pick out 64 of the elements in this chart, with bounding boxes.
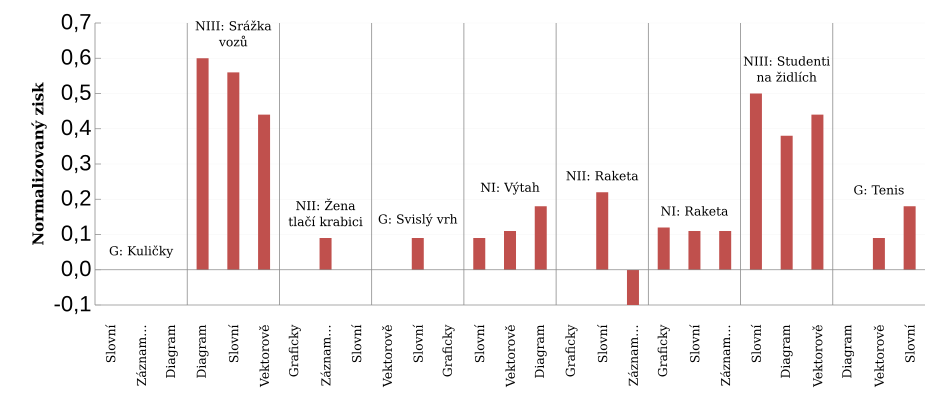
- x-tick-label: Vektorově: [382, 325, 392, 388]
- annotation: NIII: Srážka vozů: [196, 20, 272, 46]
- bar: [780, 136, 793, 270]
- y-axis-title: Normalizovaný zisk: [31, 82, 47, 245]
- x-tick-label: Slovní: [750, 324, 761, 362]
- bar: [811, 114, 824, 270]
- x-tick-label: Vektorově: [874, 325, 884, 388]
- x-tick-label: Záznam…: [720, 326, 730, 386]
- bar: [504, 230, 516, 270]
- y-tick-label: 0,3: [62, 154, 91, 174]
- x-tick-label: Záznam…: [628, 326, 638, 386]
- bar: [719, 230, 732, 270]
- bar: [688, 230, 700, 270]
- x-tick-label: Slovní: [904, 324, 915, 362]
- y-tick-label: 0,6: [62, 49, 91, 68]
- x-tick-label: Diagram: [166, 324, 178, 378]
- bar: [258, 114, 270, 270]
- annotation: NIII: Studenti na židlích: [744, 56, 830, 82]
- x-tick-label: Záznam…: [136, 326, 146, 386]
- annotation: NI: Raketa: [661, 206, 728, 216]
- x-tick-label: Vektorově: [504, 325, 516, 388]
- y-tick-label: 0,0: [62, 260, 91, 279]
- y-tick-label: 0,5: [62, 84, 91, 103]
- x-tick-label: Slovní: [351, 324, 362, 362]
- bar: [227, 72, 240, 270]
- x-tick-label: Slovní: [597, 324, 608, 362]
- x-tick-label: Graficky: [565, 324, 578, 376]
- x-tick-label: Vektorově: [812, 325, 822, 388]
- x-tick-label: Diagram: [534, 324, 547, 378]
- bar: [473, 238, 486, 270]
- annotation: G: Svislý vrh: [378, 214, 458, 226]
- x-tick-label: Graficky: [658, 324, 670, 376]
- bar: [872, 238, 885, 270]
- bar: [904, 206, 916, 270]
- bar: [658, 227, 670, 270]
- y-tick-label: 0,1: [62, 225, 90, 244]
- x-tick-label: Diagram: [196, 324, 209, 378]
- bar: [596, 192, 608, 270]
- x-tick-label: Vektorově: [259, 325, 270, 388]
- y-tick-label: 0,7: [62, 14, 90, 32]
- bar: [534, 206, 547, 270]
- bar: [412, 238, 424, 270]
- annotation: NII: Raketa: [566, 170, 638, 180]
- annotation: G: Kuličky: [110, 245, 174, 258]
- x-tick-label: Slovní: [689, 324, 700, 362]
- x-tick-label: Slovní: [474, 324, 484, 362]
- y-tick-label: -0,1: [54, 296, 90, 314]
- x-tick-label: Diagram: [842, 324, 854, 378]
- x-tick-label: Graficky: [288, 324, 301, 376]
- annotation: G: Tenis: [854, 185, 904, 195]
- y-tick-label: 0,2: [62, 190, 90, 208]
- y-tick-label: 0,4: [62, 120, 91, 138]
- bar: [320, 238, 332, 270]
- annotation: NI: Výtah: [480, 182, 540, 195]
- x-tick-label: Záznam…: [320, 326, 331, 386]
- x-tick-label: Slovní: [228, 324, 238, 362]
- annotation: NII: Žena tlačí krabici: [288, 198, 363, 226]
- x-tick-label: Diagram: [780, 324, 793, 378]
- bar: [626, 270, 639, 305]
- bar: [750, 94, 762, 270]
- bar: [196, 58, 209, 270]
- x-tick-label: Slovní: [105, 324, 116, 362]
- x-tick-label: Graficky: [442, 324, 455, 376]
- x-tick-label: Slovní: [412, 324, 423, 362]
